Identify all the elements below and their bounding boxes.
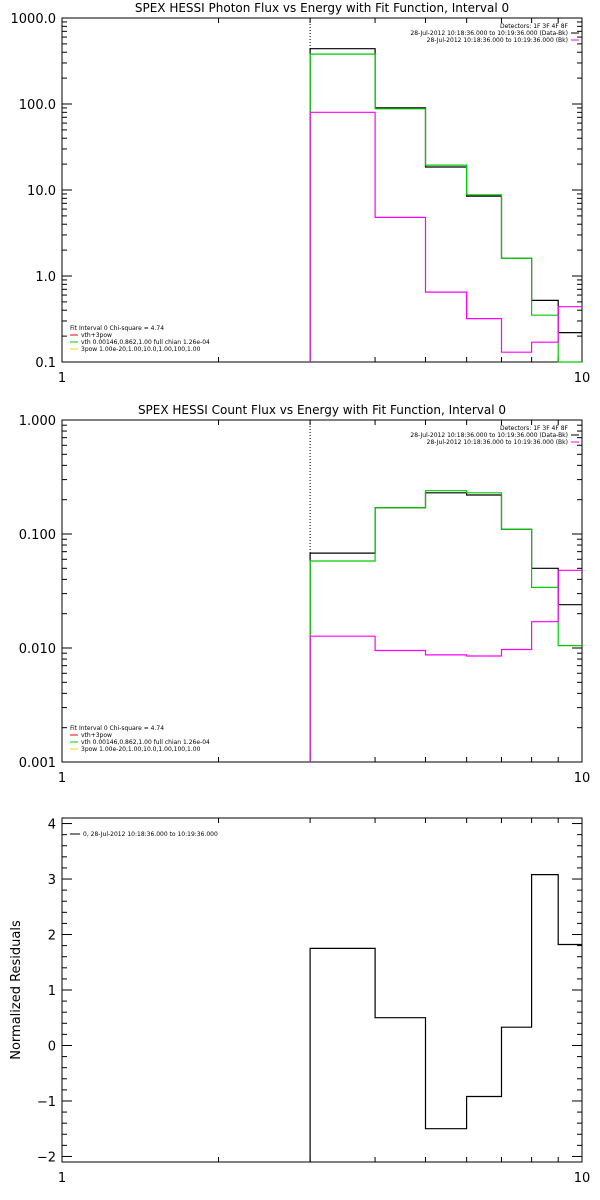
- legend-entry: vth+3pow: [81, 732, 112, 739]
- series-step-line-2: [309, 490, 582, 762]
- y-tick-label: 0: [48, 1039, 56, 1054]
- legend-entry: vth 0.00146,0.862,1.00 full chian 1.26e-…: [81, 739, 210, 746]
- legend-entry: vth+3pow: [81, 332, 112, 339]
- x-tick-label: 1: [58, 771, 66, 786]
- series-step-line-1: [309, 492, 582, 762]
- chart-panel-3: 1 10 −2 −1 0 1 2 3 4 Normalized Residuals 0, 28-Ju…: [9, 817, 591, 1186]
- x-tick-label: 1: [58, 371, 66, 386]
- chart-panel-2: SPEX HESSI Count Flux vs Energy with Fit…: [19, 403, 590, 786]
- fit-legend-header: Fit Interval 0 Chi-square = 4.74: [70, 725, 164, 732]
- y-tick-label: 0.010: [19, 642, 56, 657]
- y-tick-label: 100.0: [19, 98, 56, 113]
- legend-entry: 28-Jul-2012 10:18:36.000 to 10:19:36.000…: [410, 30, 568, 37]
- fit-legend-header: Fit Interval 0 Chi-square = 4.74: [70, 325, 164, 332]
- y-tick-label: 2: [48, 929, 56, 944]
- x-tick-label: 1: [58, 1171, 66, 1186]
- legend-entry: 28-Jul-2012 10:18:36.000 to 10:19:36.000…: [427, 37, 568, 44]
- y-tick-label: 1.000: [19, 414, 56, 429]
- chart-panel-1: SPEX HESSI Photon Flux vs Energy with Fi…: [11, 1, 591, 386]
- series-step-line-3: [309, 111, 582, 362]
- series-step-line-1: [309, 874, 582, 1162]
- legend-entry: 3pow 1.00e-20,1.00,10.0,1.00,100,1.00: [81, 346, 201, 353]
- y-tick-label: 0.1: [35, 356, 56, 371]
- x-tick-label: 10: [574, 371, 591, 386]
- chart-title: SPEX HESSI Photon Flux vs Energy with Fi…: [135, 1, 509, 15]
- chart-title: SPEX HESSI Count Flux vs Energy with Fit…: [138, 403, 506, 417]
- y-tick-label: 3: [48, 873, 56, 888]
- x-tick-label: 10: [574, 771, 591, 786]
- legend-entry: vth 0.00146,0.862,1.00 full chian 1.26e-…: [81, 339, 210, 346]
- series-step-line-2: [309, 53, 582, 363]
- y-tick-label: 1: [48, 984, 56, 999]
- y-tick-label: 1000.0: [11, 12, 57, 27]
- legend-entry: 0, 28-Jul-2012 10:18:36.000 to 10:19:36.…: [83, 831, 218, 838]
- y-tick-label: 4: [48, 818, 56, 833]
- y-tick-label: 10.0: [27, 184, 56, 199]
- plot-frame: [61, 419, 583, 763]
- y-tick-label: 0.001: [19, 756, 56, 771]
- plot-frame: [61, 17, 583, 363]
- series-step-line-3: [309, 569, 582, 762]
- y-tick-label: 1.0: [35, 270, 56, 285]
- legend-entry: Detectors: 1F 3F 4F 8F: [500, 23, 569, 30]
- legend-entry: 28-Jul-2012 10:18:36.000 to 10:19:36.000…: [427, 439, 568, 446]
- y-axis-label: Normalized Residuals: [9, 920, 24, 1060]
- y-tick-label: −1: [37, 1095, 56, 1110]
- legend-entry: Detectors: 1F 3F 4F 8F: [500, 425, 569, 432]
- legend-entry: 28-Jul-2012 10:18:36.000 to 10:19:36.000…: [410, 432, 568, 439]
- x-tick-label: 10: [574, 1171, 591, 1186]
- legend-entry: 3pow 1.00e-20,1.00,10.0,1.00,100,1.00: [81, 746, 201, 753]
- plot-frame: [61, 817, 583, 1163]
- y-tick-label: 0.100: [19, 528, 56, 543]
- y-tick-label: −2: [37, 1150, 56, 1165]
